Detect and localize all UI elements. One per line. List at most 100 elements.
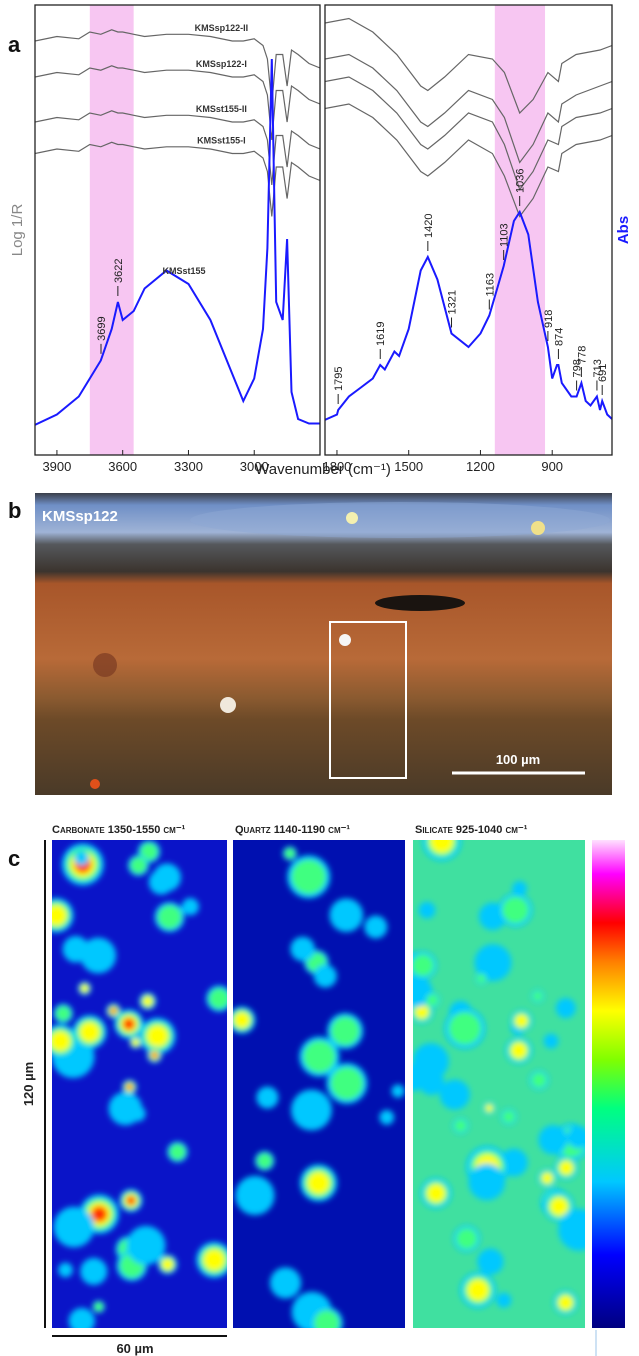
peak-label: 1036: [515, 169, 527, 193]
peak-label: 918: [543, 310, 555, 328]
map-blob: [485, 1104, 493, 1112]
map-blob: [143, 996, 153, 1006]
map-blob: [419, 902, 436, 919]
map-blob: [132, 1039, 139, 1046]
sample-label: KMSsp122: [42, 508, 118, 525]
scale-bar-label: 60 µm: [116, 1341, 153, 1356]
spectrum-line: [325, 212, 612, 420]
highlight-band: [90, 5, 134, 455]
x-tick-label: 1800: [322, 459, 351, 474]
peak-label: 1795: [333, 367, 345, 391]
map-title: Carbonate 1350-1550 cm⁻¹: [52, 824, 186, 836]
map-blob: [502, 896, 529, 923]
map-title: Quartz 1140-1190 cm⁻¹: [235, 824, 350, 836]
photo: [35, 493, 612, 795]
map-blob: [469, 1164, 506, 1201]
map-blob: [502, 1110, 515, 1123]
map-blob: [234, 1012, 250, 1028]
map-blob: [331, 1017, 360, 1046]
photo-particle: [339, 634, 351, 646]
y-axis-label: Log 1/R: [9, 204, 26, 257]
spectrum-line: [325, 77, 612, 190]
peak-label: 3622: [113, 259, 125, 283]
panel-label: b: [8, 498, 21, 523]
ftir-maps: Carbonate 1350-1550 cm⁻¹ Quartz 1140-119…: [21, 822, 625, 1356]
map-blob: [126, 1196, 135, 1205]
map-blob: [80, 938, 116, 974]
photo-particle: [220, 697, 236, 713]
map-blob: [330, 1067, 363, 1100]
map: [228, 840, 405, 1339]
map-blob: [149, 870, 174, 895]
series-label: KMSst155-I: [197, 136, 246, 146]
map-blob: [391, 1084, 404, 1097]
spectrum-line: [35, 59, 320, 425]
peak-label: 3699: [96, 316, 108, 340]
x-tick-label: 3600: [108, 459, 137, 474]
map-blob: [440, 1080, 470, 1110]
panel-label: a: [8, 32, 21, 57]
spectrum-line: [35, 111, 320, 185]
photo-particle: [531, 521, 545, 535]
series-label: KMSst155: [163, 266, 206, 276]
map-background: [233, 840, 405, 1328]
map-blob: [147, 1025, 169, 1047]
scale-bar-label: 100 µm: [496, 752, 540, 767]
map-blob: [152, 1052, 158, 1058]
peak-label: 1103: [499, 223, 511, 247]
map-blob: [303, 1041, 335, 1073]
map-blob: [123, 1018, 135, 1030]
peak-label: 1619: [375, 322, 387, 346]
map: [39, 840, 232, 1334]
map-blob: [448, 1012, 481, 1045]
peak-label: 691: [597, 364, 609, 382]
plot-frame: [325, 5, 612, 455]
plot-area: [35, 5, 320, 455]
map-blob: [50, 1031, 70, 1051]
map-blob: [291, 860, 326, 895]
map-blob: [130, 857, 147, 874]
spectrum-line: [325, 55, 612, 163]
map-blob: [456, 1228, 477, 1249]
map-blob: [413, 1043, 449, 1079]
map-blob: [550, 1197, 568, 1215]
peak-label: 874: [553, 328, 565, 346]
map-blob: [427, 1184, 445, 1202]
map-blob: [291, 1090, 332, 1131]
map-blob: [314, 1310, 340, 1336]
map-blob: [74, 851, 89, 866]
map-blob: [162, 1259, 174, 1271]
map-blob: [127, 1226, 166, 1265]
photo-layer: [190, 502, 610, 538]
map-blob: [477, 1249, 503, 1275]
map-blob: [314, 965, 337, 988]
map-blob: [307, 1172, 329, 1194]
map-blob: [379, 1110, 394, 1125]
panel-label: c: [8, 846, 20, 871]
map-blob: [467, 1279, 489, 1301]
map-blob: [329, 898, 363, 932]
map-blob: [81, 984, 89, 992]
map-blob: [209, 988, 230, 1009]
peak-label: 1163: [484, 273, 496, 297]
micrograph: KMSsp122 100 µm: [35, 493, 612, 795]
peak-label: 778: [576, 346, 588, 364]
map-blob: [426, 994, 438, 1006]
x-tick-label: 900: [541, 459, 563, 474]
map-blob: [533, 991, 543, 1001]
map-blob: [111, 1008, 117, 1014]
spectrum-line: [35, 30, 320, 104]
map-title: Silicate 925-1040 cm⁻¹: [415, 824, 528, 836]
series-label: KMSsp122-I: [196, 59, 247, 69]
x-tick-label: 1500: [394, 459, 423, 474]
map-blob: [544, 1034, 559, 1049]
map-blob: [542, 1173, 553, 1184]
map-blob: [80, 1258, 107, 1285]
plot-area: [325, 5, 612, 455]
x-tick-label: 1200: [466, 459, 495, 474]
map-blob: [46, 905, 67, 926]
figure: a b c Wavenumber (cm⁻¹) KMSsp122 100 µm …: [0, 0, 639, 1356]
map-blob: [515, 1014, 528, 1027]
map-blob: [79, 1022, 99, 1042]
plot-frame: [35, 5, 320, 455]
